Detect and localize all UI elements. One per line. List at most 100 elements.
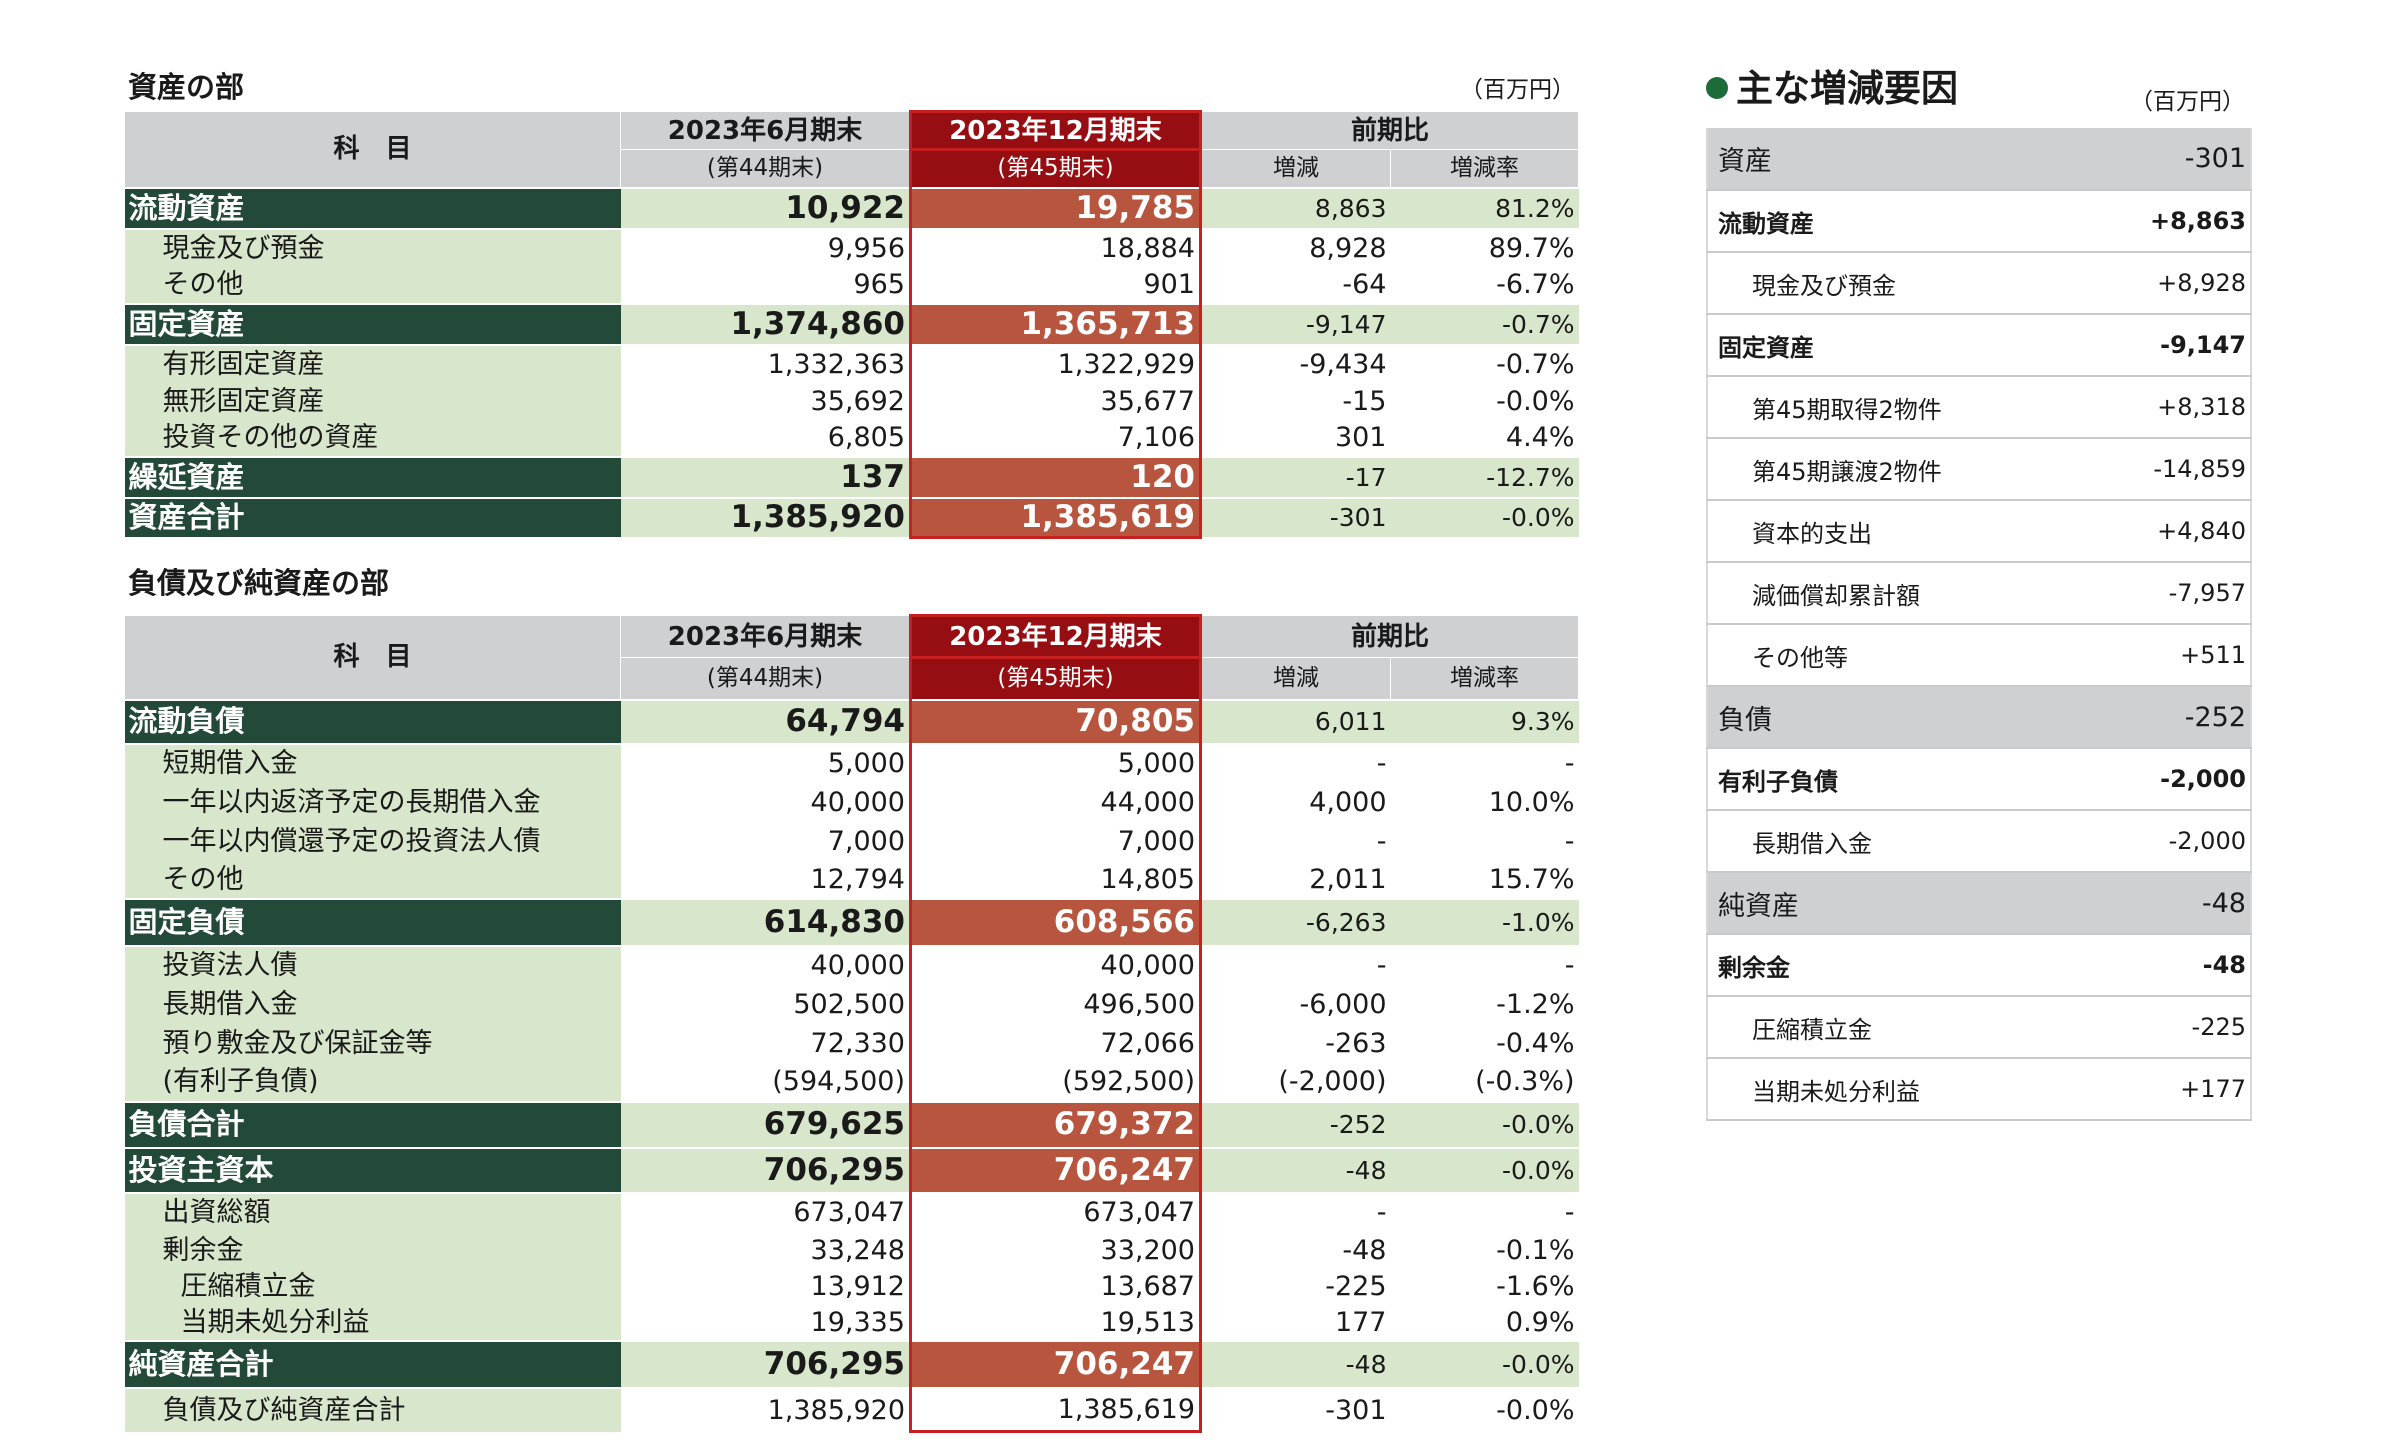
current-period-value: 19,785 (909, 186, 1202, 230)
assets-section-title: 資産の部 (128, 70, 245, 104)
change-rate-value: -0.0% (1390, 1146, 1579, 1194)
bullet-icon (1706, 76, 1728, 99)
table-row: 負債及び純資産合計 1,385,920 1,385,619 -301 -0.0% (124, 1387, 1579, 1433)
factor-label: その他等 (1707, 624, 2047, 687)
header-subject: 科 目 (124, 615, 621, 700)
prev-period-value: 72,330 (620, 1023, 912, 1063)
header-current-period: 2023年12月期末 (909, 110, 1202, 150)
factor-label: 現金及び預金 (1707, 252, 2047, 315)
prev-period-value: 6,805 (620, 419, 912, 457)
liabilities-table: 科 目 2023年6月期末 2023年12月期末 前期比 (第44期末) (第4… (124, 614, 1580, 1433)
change-value: -64 (1200, 266, 1391, 304)
prev-period-value: 35,692 (620, 382, 912, 420)
change-rate-value: -12.7% (1390, 455, 1579, 499)
prev-period-value: 614,830 (620, 897, 911, 947)
factor-row: 当期未処分利益 +177 (1707, 1058, 2251, 1121)
row-label: 投資その他の資産 (124, 419, 621, 457)
change-value: -9,434 (1200, 344, 1391, 383)
factor-label: 当期未処分利益 (1707, 1058, 2047, 1121)
factor-row: 資産 -301 (1707, 128, 2251, 191)
change-value: -6,000 (1200, 984, 1391, 1024)
current-period-value: 679,372 (909, 1100, 1202, 1149)
factor-label: 減価償却累計額 (1707, 562, 2047, 625)
change-rate-value: -0.0% (1390, 1100, 1579, 1149)
factor-row: その他等 +511 (1707, 624, 2251, 687)
change-value: 4,000 (1200, 782, 1391, 822)
current-period-value: 7,106 (909, 419, 1202, 457)
change-rate-value: 15.7% (1390, 860, 1579, 899)
change-rate-value: -1.0% (1390, 897, 1579, 947)
factor-label: 第45期取得2物件 (1707, 376, 2047, 439)
header-current-period: 2023年12月期末 (909, 614, 1202, 658)
assets-table: 科 目 2023年6月期末 2023年12月期末 前期比 (第44期末) (第4… (124, 110, 1580, 539)
current-period-value: 608,566 (909, 897, 1202, 947)
current-period-value: 72,066 (909, 1023, 1202, 1063)
factor-row: 第45期譲渡2物件 -14,859 (1707, 438, 2251, 501)
table-row: 一年以内償還予定の投資法人債 7,000 7,000- - (124, 821, 1579, 861)
prev-period-value: 706,295 (620, 1339, 911, 1389)
current-period-value: 40,000 (909, 945, 1202, 985)
change-rate-value: -0.4% (1390, 1023, 1579, 1063)
header-current-sub: (第45期末) (909, 656, 1202, 700)
row-label: 出資総額 (124, 1192, 621, 1232)
prev-period-value: 7,000 (620, 821, 912, 861)
row-label: 固定資産 (124, 302, 621, 346)
header-prev-period: 2023年6月期末 (620, 615, 911, 658)
change-value: -48 (1200, 1146, 1391, 1194)
row-label: 投資法人債 (124, 945, 621, 985)
change-rate-value: -0.0% (1390, 382, 1579, 420)
row-label: 長期借入金 (124, 984, 621, 1024)
factor-value: +177 (2047, 1058, 2251, 1121)
current-period-value: 1,322,929 (909, 344, 1202, 383)
factor-value: -14,859 (2047, 438, 2251, 501)
change-value: -48 (1200, 1339, 1391, 1389)
prev-period-value: 1,385,920 (620, 496, 911, 539)
prev-period-value: 13,912 (620, 1268, 912, 1305)
prev-period-value: 706,295 (620, 1146, 911, 1194)
current-period-value: 706,247 (909, 1146, 1202, 1194)
factor-value: +511 (2047, 624, 2251, 687)
prev-period-value: 1,374,860 (620, 302, 911, 346)
current-period-value: 120 (909, 455, 1202, 499)
change-value: 6,011 (1200, 698, 1391, 745)
category-row: 純資産合計 706,295 706,247 -48 -0.0% (124, 1339, 1579, 1389)
factor-value: +4,840 (2047, 500, 2251, 563)
change-value: -301 (1200, 496, 1391, 539)
table-row: 一年以内返済予定の長期借入金 40,000 44,000 4,000 10.0% (124, 782, 1579, 822)
category-row: 繰延資産 137 120 -17 -12.7% (124, 455, 1579, 499)
current-period-value: 706,247 (909, 1339, 1202, 1389)
table-row: 短期借入金 5,000 5,000- - (124, 743, 1579, 783)
prev-period-value: 9,956 (620, 228, 912, 267)
row-label: 一年以内償還予定の投資法人債 (124, 821, 621, 861)
factor-row: 現金及び預金 +8,928 (1707, 252, 2251, 315)
change-value: 301 (1200, 419, 1391, 457)
change-value: - (1200, 743, 1391, 783)
prev-period-value: 679,625 (620, 1100, 911, 1149)
factor-value: -2,000 (2047, 810, 2251, 873)
row-label: (有利子負債) (124, 1062, 621, 1102)
change-value: (-2,000) (1200, 1062, 1391, 1102)
header-rate: 増減率 (1389, 149, 1580, 188)
table-row: 当期未処分利益 19,335 19,513 177 0.9% (124, 1304, 1579, 1341)
table-row: 有形固定資産 1,332,363 1,322,929 -9,434 -0.7% (124, 344, 1579, 383)
table-row: その他 12,794 14,805 2,011 15.7% (124, 860, 1579, 899)
row-label: 負債合計 (124, 1100, 621, 1149)
change-rate-value: 9.3% (1390, 698, 1579, 745)
current-period-value: 5,000 (909, 743, 1202, 783)
row-label: 現金及び預金 (124, 228, 621, 267)
header-change: 増減 (1200, 149, 1391, 188)
row-label: 無形固定資産 (124, 382, 621, 420)
change-value: -225 (1200, 1268, 1391, 1305)
factor-row: 流動資産 +8,863 (1707, 190, 2251, 253)
factor-value: -9,147 (2047, 314, 2251, 377)
table-row: 無形固定資産 35,692 35,677 -15 -0.0% (124, 382, 1579, 420)
table-row: 長期借入金 502,500 496,500 -6,000 -1.2% (124, 984, 1579, 1024)
factor-label: 第45期譲渡2物件 (1707, 438, 2047, 501)
factor-row: 負債 -252 (1707, 686, 2251, 749)
factors-title-text: 主な増減要因 (1736, 67, 1958, 110)
row-label: 有形固定資産 (124, 344, 621, 383)
current-period-value: 13,687 (909, 1268, 1202, 1305)
prev-period-value: (594,500) (620, 1062, 912, 1102)
factor-row: 減価償却累計額 -7,957 (1707, 562, 2251, 625)
change-value: - (1200, 821, 1391, 861)
